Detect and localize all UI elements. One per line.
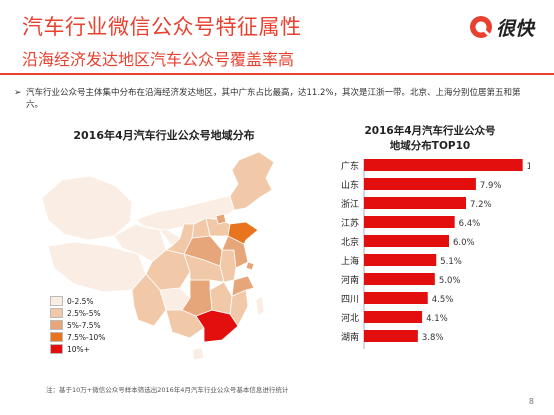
- value-label: 5.0%: [439, 276, 461, 286]
- value-label: 7.9%: [480, 181, 502, 191]
- category-label: 上海: [341, 255, 359, 267]
- value-label: 4.5%: [432, 295, 454, 305]
- map-title: 2016年4月汽车行业公众号地域分布: [73, 129, 255, 142]
- logo-icon: [469, 16, 492, 38]
- category-label: 江苏: [341, 217, 359, 229]
- header-divider: [0, 73, 554, 75]
- bar: [364, 178, 476, 190]
- brand-logo: 很快: [469, 14, 534, 40]
- legend-label: 2.5%-5%: [67, 308, 101, 318]
- category-label: 北京: [341, 236, 359, 248]
- chart-title: 2016年4月汽车行业公众号 地域分布TOP10: [350, 124, 510, 154]
- bar: [364, 330, 418, 342]
- map-northeast: [229, 151, 275, 211]
- legend-item: 5%-7.5%: [50, 319, 105, 331]
- page-subtitle: 沿海经济发达地区汽车公众号覆盖率高: [22, 50, 295, 69]
- bar: [364, 311, 423, 323]
- value-label: 11.2%: [527, 162, 530, 172]
- map-zhejiang: [231, 275, 255, 297]
- map-anhui: [219, 249, 237, 283]
- map-legend: 0-2.5% 2.5%-5% 5%-7.5% 7.5%-10% 10%+: [50, 295, 105, 355]
- map-xinjiang: [41, 175, 133, 241]
- page-number: 8: [528, 397, 534, 406]
- legend-label: 0-2.5%: [67, 296, 94, 306]
- category-label: 四川: [341, 295, 359, 305]
- bar: [364, 159, 523, 171]
- legend-item: 0-2.5%: [50, 295, 105, 307]
- map-jiangxi: [209, 281, 233, 315]
- bar: [364, 254, 437, 266]
- category-label: 湖南: [341, 331, 359, 343]
- value-label: 3.8%: [422, 333, 444, 343]
- category-label: 河北: [341, 312, 359, 324]
- legend-item: 7.5%-10%: [50, 331, 105, 343]
- value-label: 7.2%: [470, 200, 492, 210]
- chart-title-line-2: 地域分布TOP10: [389, 140, 471, 152]
- map-taiwan: [255, 295, 265, 317]
- map-beijing: [215, 213, 227, 225]
- summary-bullet: ➢ 汽车行业公众号主体集中分布在沿海经济发达地区，其中广东占比最高，达11.2%…: [14, 87, 528, 111]
- legend-swatch: [50, 308, 63, 318]
- value-label: 6.4%: [459, 219, 481, 229]
- bullet-arrow-icon: ➢: [14, 88, 22, 98]
- bar: [364, 235, 449, 247]
- category-label: 广东: [341, 160, 359, 172]
- category-label: 河南: [341, 274, 359, 286]
- legend-label: 10%+: [67, 344, 90, 354]
- page-title: 汽车行业微信公众号特征属性: [22, 15, 302, 39]
- map-hainan: [191, 347, 205, 361]
- china-map: [41, 151, 275, 361]
- top10-bar-chart: 广东 11.2% 山东 7.9% 浙江 7.2% 江苏 6.4% 北京 6.0% 上海 5.1% 河南 5…: [341, 159, 530, 349]
- legend-swatch: [50, 332, 63, 342]
- value-label: 5.1%: [440, 257, 462, 267]
- bar: [364, 216, 455, 228]
- summary-text: 汽车行业公众号主体集中分布在沿海经济发达地区，其中广东占比最高，达11.2%，其…: [26, 88, 521, 110]
- value-label: 6.0%: [453, 238, 475, 248]
- bar: [364, 292, 428, 304]
- legend-label: 7.5%-10%: [67, 332, 106, 342]
- legend-item: 2.5%-5%: [50, 307, 105, 319]
- logo-text: 很快: [495, 17, 534, 40]
- map-shandong: [227, 221, 259, 245]
- legend-swatch: [50, 296, 63, 306]
- legend-swatch: [50, 320, 63, 330]
- value-label: 4.1%: [426, 314, 448, 324]
- map-shanghai: [245, 261, 255, 271]
- category-label: 浙江: [341, 198, 359, 210]
- chart-title-line-1: 2016年4月汽车行业公众号: [364, 125, 496, 137]
- footnote: 注：基于10万+微信公众号样本筛选出2016年4月汽车行业公众号基本信息进行统计: [46, 386, 289, 394]
- legend-swatch: [50, 344, 63, 354]
- bar: [364, 197, 466, 209]
- legend-item: 10%+: [50, 343, 105, 355]
- bar: [364, 273, 435, 285]
- legend-label: 5%-7.5%: [67, 320, 101, 330]
- category-label: 山东: [341, 179, 359, 191]
- map-yunnan: [131, 273, 167, 327]
